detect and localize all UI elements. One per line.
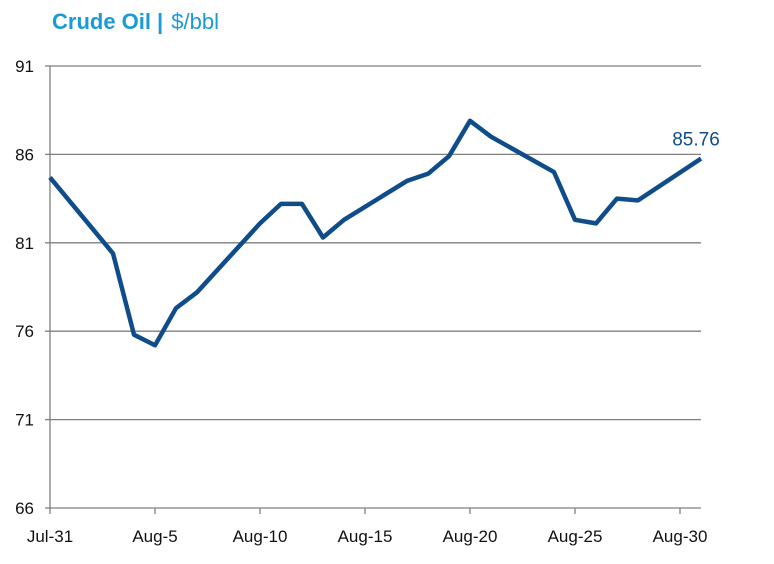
y-tick-label: 81 bbox=[15, 234, 34, 253]
data-label: 85.76 bbox=[672, 130, 720, 151]
axes bbox=[45, 65, 701, 514]
x-tick-label: Jul-31 bbox=[27, 527, 73, 546]
x-tick-label: Aug-30 bbox=[653, 527, 708, 546]
x-tick-label: Aug-5 bbox=[132, 527, 177, 546]
chart-title-separator: | bbox=[157, 9, 164, 34]
x-tick-label: Aug-20 bbox=[443, 527, 498, 546]
labels-layer: 66 71 76 81 86 91 Jul-31 Aug-5 Aug-10 Aug-15 Aug-2… bbox=[15, 57, 720, 546]
chart-title-main: Crude Oil bbox=[52, 9, 152, 34]
y-tick-label: 76 bbox=[15, 322, 34, 341]
x-tick-label: Aug-15 bbox=[338, 527, 393, 546]
y-tick-label: 86 bbox=[15, 145, 34, 164]
x-tick-label: Aug-10 bbox=[233, 527, 288, 546]
y-tick-label: 91 bbox=[15, 57, 34, 76]
gridlines bbox=[50, 65, 701, 421]
chart-title: Crude Oil | $/bbl bbox=[52, 8, 219, 36]
y-tick-label: 71 bbox=[15, 411, 34, 430]
x-tick-label: Aug-25 bbox=[548, 527, 603, 546]
chart-title-unit: $/bbl bbox=[171, 9, 220, 34]
y-tick-label: 66 bbox=[15, 499, 34, 518]
series-line bbox=[48, 118, 703, 348]
series-layer bbox=[48, 118, 703, 348]
